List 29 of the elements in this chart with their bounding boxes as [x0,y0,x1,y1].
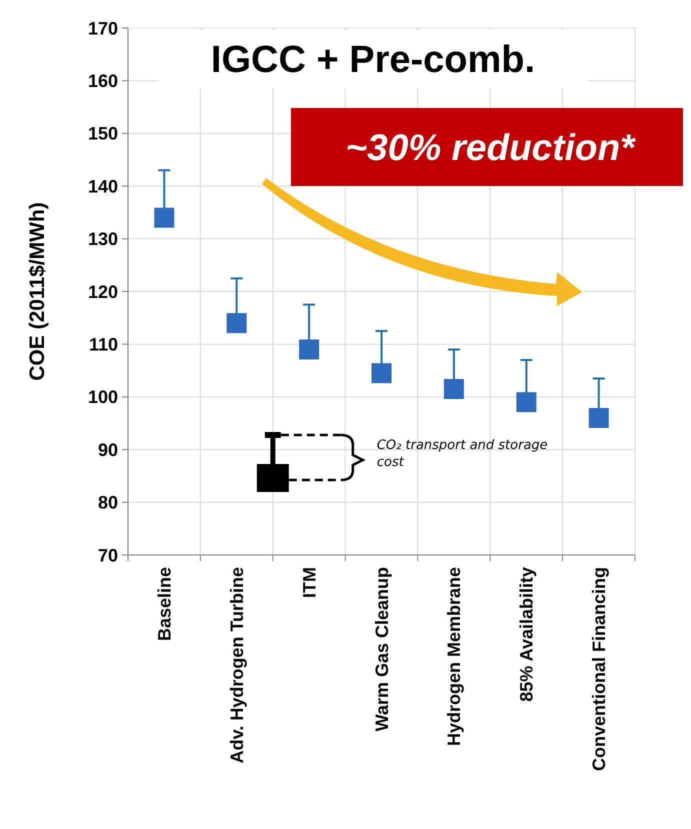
point [299,339,320,360]
point [226,313,247,334]
y-tick-label: 90 [98,440,118,460]
x-tick-label: Conventional Financing [589,567,610,772]
x-tick-label: Adv. Hydrogen Turbine [226,567,247,764]
y-tick-label: 100 [88,387,118,408]
x-tick-label: Warm Gas Cleanup [372,566,392,732]
y-axis-title: COE (2011$/MWh) [26,202,49,381]
point [588,408,609,428]
annotation: ~30% reduction* [346,127,636,168]
y-tick-label: 120 [88,282,118,302]
point [516,392,536,412]
annotation: CO₂ transport and storage cost [376,438,548,470]
x-tick-label: 85% Availability [516,567,537,702]
y-tick-label: 170 [88,18,118,38]
point [444,378,464,399]
y-tick-label: 150 [88,124,118,144]
x-tick-label: ITM [299,567,320,598]
y-tick-label: 140 [88,176,118,196]
y-tick-label: 80 [98,492,118,513]
y-tick-label: 160 [88,71,118,91]
y-tick-label: 110 [88,334,118,354]
y-tick-label: 70 [98,545,118,566]
chart-title: IGCC + Pre-comb. [210,39,536,81]
point [372,363,392,384]
x-tick-label: Hydrogen Membrane [444,567,464,746]
point [154,208,174,228]
x-tick-label: Baseline [154,567,175,642]
y-tick-label: 130 [88,229,118,250]
